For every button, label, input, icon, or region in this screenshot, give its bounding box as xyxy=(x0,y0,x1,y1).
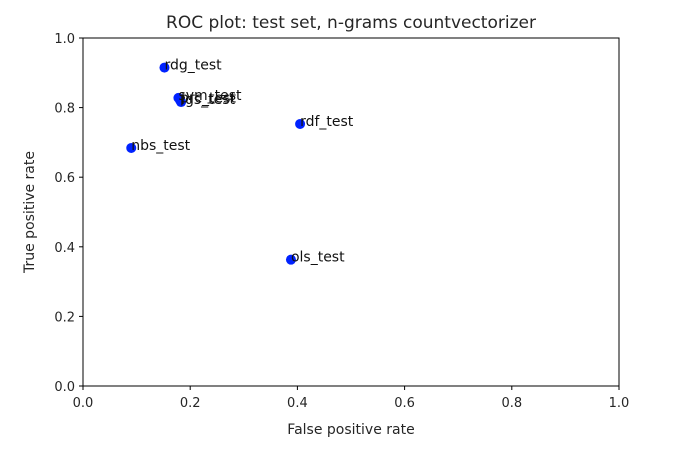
y-tick-label: 0.2 xyxy=(54,310,75,325)
chart-title: ROC plot: test set, n-grams countvectori… xyxy=(166,13,536,33)
x-tick-label: 0.4 xyxy=(287,396,308,411)
data-label-svm_test: svm_test xyxy=(178,88,242,104)
x-tick-label: 1.0 xyxy=(609,396,630,411)
data-label-lgs_test: lgs_test xyxy=(181,92,235,108)
data-point-ols_test xyxy=(285,254,296,265)
x-axis-label: False positive rate xyxy=(287,422,414,438)
plot-area: 0.0 0.2 0.4 0.6 0.8 1.0 0.0 0.2 0.4 0.6 0.8 1.0 rdg_… xyxy=(54,32,629,411)
data-label-rdg_test: rdg_test xyxy=(164,58,222,74)
data-point-prc_test xyxy=(175,95,186,106)
data-point-nbs_test xyxy=(126,142,137,153)
x-tick-label: 0.6 xyxy=(394,396,415,411)
x-tick-label: 0.0 xyxy=(73,396,94,411)
data-point-rdf_test xyxy=(295,118,306,129)
data-label-rdf_test: rdf_test xyxy=(300,114,354,130)
data-label-ols_test: ols_test xyxy=(291,250,345,266)
y-tick-label: 0.6 xyxy=(54,171,75,186)
data-point-rdg_test xyxy=(159,62,170,73)
y-axis-label: True positive rate xyxy=(22,151,38,274)
y-tick-label: 1.0 xyxy=(54,32,75,47)
x-tick-label: 0.8 xyxy=(501,396,522,411)
y-tick-label: 0.8 xyxy=(54,102,75,117)
y-tick-label: 0.0 xyxy=(54,380,75,395)
data-label-nbs_test: nbs_test xyxy=(131,138,190,154)
data-label-prc_test: prc_test xyxy=(180,90,236,106)
y-tick-label: 0.4 xyxy=(54,241,75,256)
x-tick-label: 0.2 xyxy=(180,396,201,411)
plot-frame xyxy=(82,37,620,387)
